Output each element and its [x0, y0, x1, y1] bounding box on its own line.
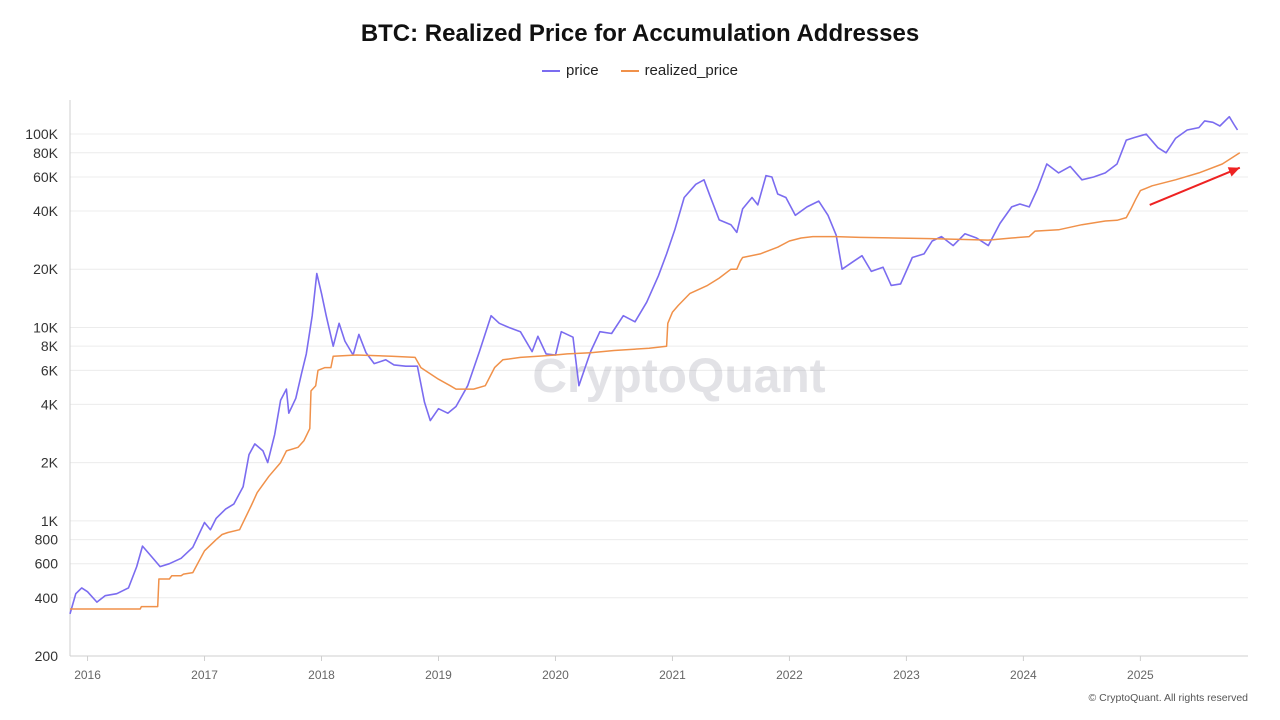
- y-tick-label: 1K: [41, 513, 59, 529]
- x-tick-label: 2016: [74, 668, 101, 682]
- watermark: CryptoQuant: [532, 350, 825, 403]
- copyright-notice: © CryptoQuant. All rights reserved: [1088, 692, 1248, 704]
- legend-item-realized-price[interactable]: realized_price: [620, 62, 738, 79]
- y-tick-label: 2K: [41, 455, 59, 471]
- x-tick-label: 2019: [425, 668, 452, 682]
- y-tick-label: 40K: [33, 203, 59, 219]
- x-tick-label: 2018: [308, 668, 335, 682]
- legend-swatch-price: [542, 69, 561, 72]
- y-tick-label: 100K: [25, 126, 58, 142]
- legend-label-realized-price: realized_price: [644, 62, 738, 79]
- x-tick-label: 2020: [542, 668, 569, 682]
- legend-swatch-realized-price: [620, 69, 639, 72]
- chart-title: BTC: Realized Price for Accumulation Add…: [360, 20, 920, 47]
- y-tick-label: 6K: [41, 362, 59, 378]
- trend-arrow-head: [1227, 167, 1240, 177]
- y-tick-label: 10K: [33, 319, 59, 335]
- y-tick-label: 200: [35, 648, 59, 664]
- x-tick-label: 2017: [191, 668, 218, 682]
- y-tick-label: 20K: [33, 261, 59, 277]
- y-tick-label: 4K: [41, 396, 59, 412]
- trend-arrow-line: [1149, 166, 1241, 206]
- legend-item-price[interactable]: price: [542, 62, 599, 79]
- y-tick-label: 8K: [41, 338, 59, 354]
- x-tick-label: 2024: [1010, 668, 1037, 682]
- y-tick-label: 400: [35, 590, 59, 606]
- y-tick-label: 80K: [33, 145, 59, 161]
- legend: price realized_price: [0, 62, 1280, 79]
- series-line-realized-price: [70, 152, 1241, 610]
- x-tick-label: 2025: [1127, 668, 1154, 682]
- series-line-price: [69, 115, 1239, 615]
- y-tick-label: 800: [35, 532, 59, 548]
- legend-label-price: price: [566, 62, 599, 79]
- y-tick-label: 60K: [33, 169, 59, 185]
- x-tick-label: 2023: [893, 668, 920, 682]
- y-tick-label: 600: [35, 556, 59, 572]
- x-tick-label: 2021: [659, 668, 686, 682]
- x-tick-label: 2022: [776, 668, 803, 682]
